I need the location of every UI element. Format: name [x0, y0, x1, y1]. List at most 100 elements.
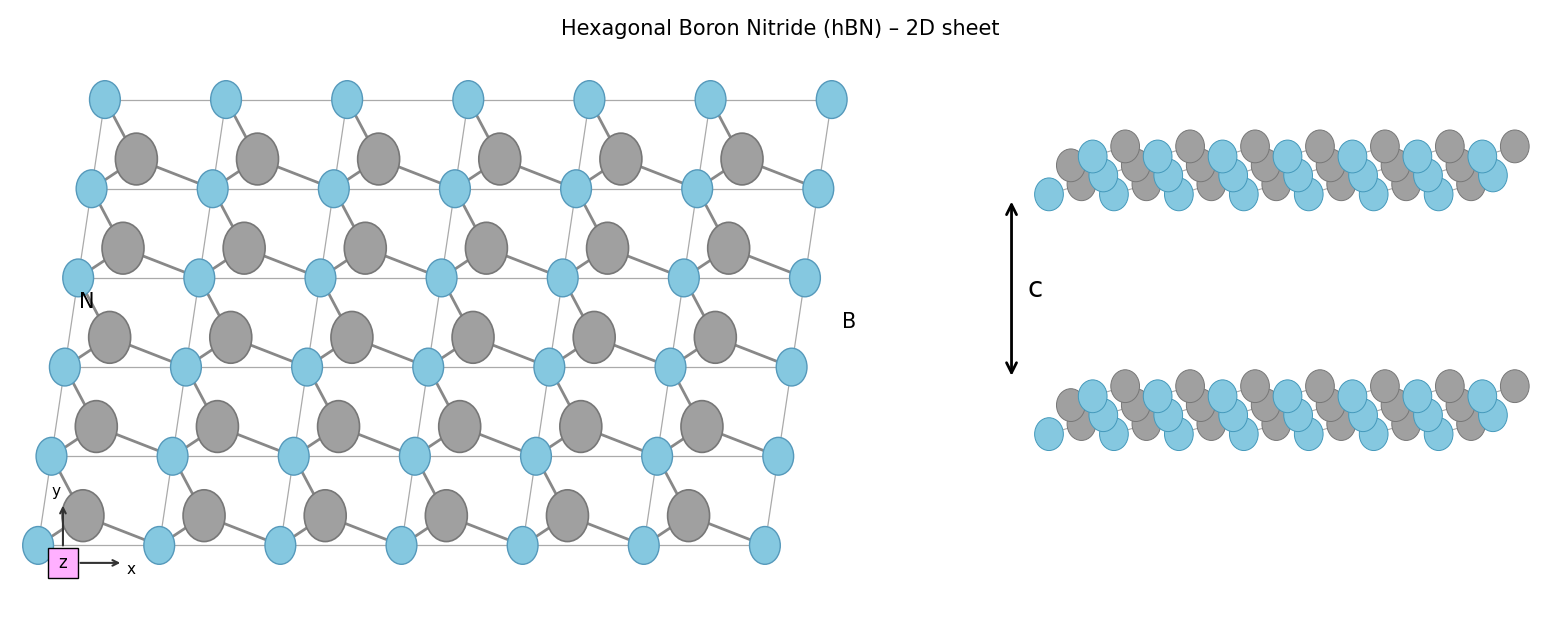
Ellipse shape: [656, 348, 685, 386]
Ellipse shape: [278, 437, 309, 475]
Ellipse shape: [357, 133, 400, 185]
Ellipse shape: [1208, 140, 1236, 173]
Ellipse shape: [292, 348, 323, 386]
Ellipse shape: [1121, 149, 1150, 182]
Ellipse shape: [534, 348, 565, 386]
Ellipse shape: [1436, 130, 1464, 163]
Ellipse shape: [1057, 389, 1085, 422]
Ellipse shape: [318, 170, 350, 208]
Ellipse shape: [1360, 418, 1388, 451]
Ellipse shape: [400, 437, 431, 475]
Ellipse shape: [23, 526, 53, 564]
Ellipse shape: [763, 437, 793, 475]
Ellipse shape: [439, 401, 481, 452]
Ellipse shape: [1338, 140, 1367, 173]
Ellipse shape: [587, 222, 629, 274]
Ellipse shape: [629, 526, 659, 564]
Ellipse shape: [1467, 140, 1497, 173]
Ellipse shape: [1079, 140, 1107, 173]
Ellipse shape: [1456, 168, 1486, 201]
Ellipse shape: [479, 133, 521, 185]
Ellipse shape: [317, 401, 359, 452]
Ellipse shape: [75, 401, 117, 452]
Ellipse shape: [453, 312, 493, 363]
Ellipse shape: [546, 490, 588, 541]
Ellipse shape: [681, 401, 723, 452]
Ellipse shape: [802, 170, 834, 208]
Ellipse shape: [345, 222, 386, 274]
Ellipse shape: [1099, 178, 1129, 211]
Ellipse shape: [1197, 168, 1225, 201]
Ellipse shape: [1165, 418, 1193, 451]
Ellipse shape: [574, 81, 604, 119]
Ellipse shape: [223, 222, 265, 274]
Ellipse shape: [184, 259, 215, 297]
Ellipse shape: [265, 526, 295, 564]
Ellipse shape: [776, 348, 807, 386]
Ellipse shape: [425, 490, 467, 541]
Ellipse shape: [573, 312, 615, 363]
Ellipse shape: [1143, 140, 1172, 173]
Ellipse shape: [412, 348, 443, 386]
Ellipse shape: [170, 348, 201, 386]
Ellipse shape: [101, 222, 144, 274]
Ellipse shape: [1294, 178, 1324, 211]
Ellipse shape: [1121, 389, 1150, 422]
Ellipse shape: [1274, 140, 1302, 173]
Ellipse shape: [1099, 418, 1129, 451]
Ellipse shape: [1057, 149, 1085, 182]
Ellipse shape: [642, 437, 673, 475]
Ellipse shape: [1219, 399, 1247, 432]
Ellipse shape: [1252, 149, 1280, 182]
Ellipse shape: [211, 81, 242, 119]
Ellipse shape: [1338, 380, 1367, 413]
Ellipse shape: [209, 312, 251, 363]
Ellipse shape: [1478, 159, 1508, 192]
Ellipse shape: [1068, 168, 1096, 201]
Ellipse shape: [721, 133, 763, 185]
Ellipse shape: [304, 490, 347, 541]
Ellipse shape: [1111, 130, 1140, 163]
Ellipse shape: [1219, 159, 1247, 192]
Ellipse shape: [1230, 178, 1258, 211]
Ellipse shape: [144, 526, 175, 564]
Ellipse shape: [1500, 130, 1530, 163]
Ellipse shape: [304, 259, 336, 297]
Ellipse shape: [1316, 149, 1346, 182]
Ellipse shape: [116, 133, 158, 185]
Ellipse shape: [521, 437, 551, 475]
Ellipse shape: [331, 312, 373, 363]
Ellipse shape: [1445, 149, 1475, 182]
Ellipse shape: [1327, 168, 1355, 201]
Ellipse shape: [1349, 399, 1377, 432]
Ellipse shape: [1414, 399, 1442, 432]
Ellipse shape: [548, 259, 578, 297]
Ellipse shape: [89, 312, 131, 363]
Ellipse shape: [440, 170, 470, 208]
Ellipse shape: [465, 222, 507, 274]
Text: z: z: [59, 554, 67, 572]
Ellipse shape: [560, 170, 592, 208]
Ellipse shape: [1154, 159, 1183, 192]
Ellipse shape: [1424, 178, 1453, 211]
Text: y: y: [52, 484, 61, 499]
Ellipse shape: [560, 401, 603, 452]
Ellipse shape: [183, 490, 225, 541]
Ellipse shape: [237, 133, 278, 185]
Ellipse shape: [197, 170, 228, 208]
Ellipse shape: [1068, 408, 1096, 440]
Ellipse shape: [1132, 408, 1161, 440]
Ellipse shape: [1424, 418, 1453, 451]
Ellipse shape: [1143, 380, 1172, 413]
Ellipse shape: [1456, 408, 1486, 440]
Ellipse shape: [1445, 389, 1475, 422]
Ellipse shape: [1111, 370, 1140, 403]
Ellipse shape: [50, 348, 80, 386]
Ellipse shape: [1175, 370, 1205, 403]
Ellipse shape: [695, 81, 726, 119]
Ellipse shape: [1283, 159, 1313, 192]
Ellipse shape: [1305, 130, 1335, 163]
Text: x: x: [126, 562, 136, 577]
Ellipse shape: [89, 81, 120, 119]
Ellipse shape: [1371, 130, 1399, 163]
